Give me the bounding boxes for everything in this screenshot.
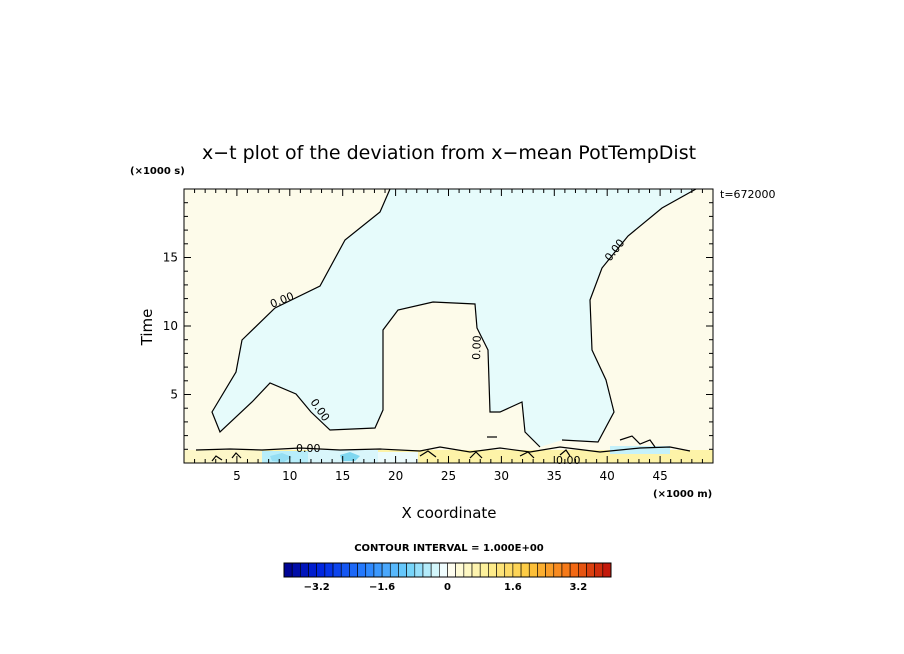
y-tick-label: 10 [163, 319, 178, 333]
colorbar-tick-labels: −3.2 −1.6 0 1.6 3.2 [304, 582, 588, 593]
colorbar-tick-label: 0 [444, 582, 451, 593]
colorbar-segment [283, 562, 293, 578]
colorbar-segment [488, 562, 497, 578]
colorbar-segment [594, 562, 604, 578]
contour-line-right [561, 188, 697, 443]
colorbar-segment [512, 562, 522, 578]
contour-label: 0.00 [556, 454, 581, 467]
surface-layer-pale [184, 450, 262, 463]
time-stamp-label: t=672000 [720, 188, 776, 201]
colorbar-segment [340, 562, 350, 578]
x-tick-label: 30 [494, 469, 509, 483]
colorbar-tick-label: −1.6 [369, 582, 395, 593]
colorbar-segment [406, 562, 416, 578]
y-unit-label: (×1000 s) [130, 166, 185, 177]
colorbar-segment [324, 562, 334, 578]
colorbar-segment [398, 562, 407, 578]
x-tick-label: 40 [600, 469, 615, 483]
contour-label: 0.00 [470, 335, 484, 360]
x-tick-label: 10 [282, 469, 297, 483]
x-tick-label: 15 [335, 469, 350, 483]
colorbar-segment [479, 562, 489, 578]
colorbar-tick-label: 3.2 [569, 582, 587, 593]
colorbar-frame [283, 562, 612, 578]
contour-label: 0.00 [296, 442, 321, 455]
contour-interval-label: CONTOUR INTERVAL = 1.000E+00 [354, 543, 544, 554]
colorbar-segment [528, 562, 538, 578]
colorbar-segment [389, 562, 399, 578]
colorbar-segment [349, 562, 358, 578]
x-tick-label: 45 [652, 469, 667, 483]
colorbar-tick-label: −3.2 [304, 582, 330, 593]
y-axis: 5 10 15 [163, 188, 713, 464]
surface-layer-cool-5 [340, 452, 360, 461]
x-axis: 5 10 15 20 25 30 35 40 45 [183, 189, 714, 483]
negative-region-fill [212, 189, 696, 447]
colorbar-segment [455, 562, 465, 578]
colorbar-segment [496, 562, 506, 578]
colorbar-segment [504, 562, 514, 578]
surface-layer-cool-4 [610, 446, 670, 454]
colorbar-segment [520, 562, 530, 578]
colorbar-segment [447, 562, 456, 578]
x-tick-label: 20 [388, 469, 403, 483]
x-tick-label: 25 [441, 469, 456, 483]
x-tick-label: 5 [233, 469, 241, 483]
surface-layer-cool-6 [270, 453, 292, 462]
y-tick-label: 15 [163, 251, 178, 265]
contour-line-main [211, 188, 541, 448]
colorbar-segment [430, 562, 440, 578]
x-axis-label: X coordinate [401, 504, 496, 522]
y-axis-label: Time [138, 309, 156, 347]
x-tick-label: 35 [547, 469, 562, 483]
contour-line-surface-2 [211, 435, 656, 462]
colorbar-segment [316, 562, 326, 578]
colorbar-segment [439, 562, 448, 578]
colorbar-segment [357, 562, 367, 578]
colorbar-segment [365, 562, 375, 578]
colorbar-segment [463, 562, 473, 578]
colorbar-segment [561, 562, 571, 578]
colorbar-segment [545, 562, 555, 578]
colorbar-segment [586, 562, 595, 578]
colorbar-segment [537, 562, 546, 578]
colorbar-segment [381, 562, 391, 578]
y-tick-label: 5 [170, 388, 178, 402]
colorbar-tick-label: 1.6 [504, 582, 522, 593]
surface-layer-cool-3 [378, 452, 418, 463]
colorbar-segment [602, 562, 612, 578]
plot-area [183, 188, 714, 464]
colorbar-segment [332, 562, 342, 578]
colorbar-segment [291, 562, 301, 578]
contour-lines [195, 188, 697, 462]
chart-title: x−t plot of the deviation from x−mean Po… [202, 142, 696, 164]
colorbar-segment [373, 562, 383, 578]
colorbar-segment [553, 562, 563, 578]
contour-line-surface [195, 446, 691, 453]
colorbar-segment [577, 562, 587, 578]
colorbar [283, 562, 612, 578]
colorbar-segment [414, 562, 424, 578]
colorbar-segment [471, 562, 481, 578]
colorbar-segment [308, 562, 317, 578]
colorbar-segment [300, 562, 309, 578]
colorbar-segment [422, 562, 432, 578]
x-unit-label: (×1000 m) [653, 489, 712, 500]
colorbar-segment [569, 562, 579, 578]
